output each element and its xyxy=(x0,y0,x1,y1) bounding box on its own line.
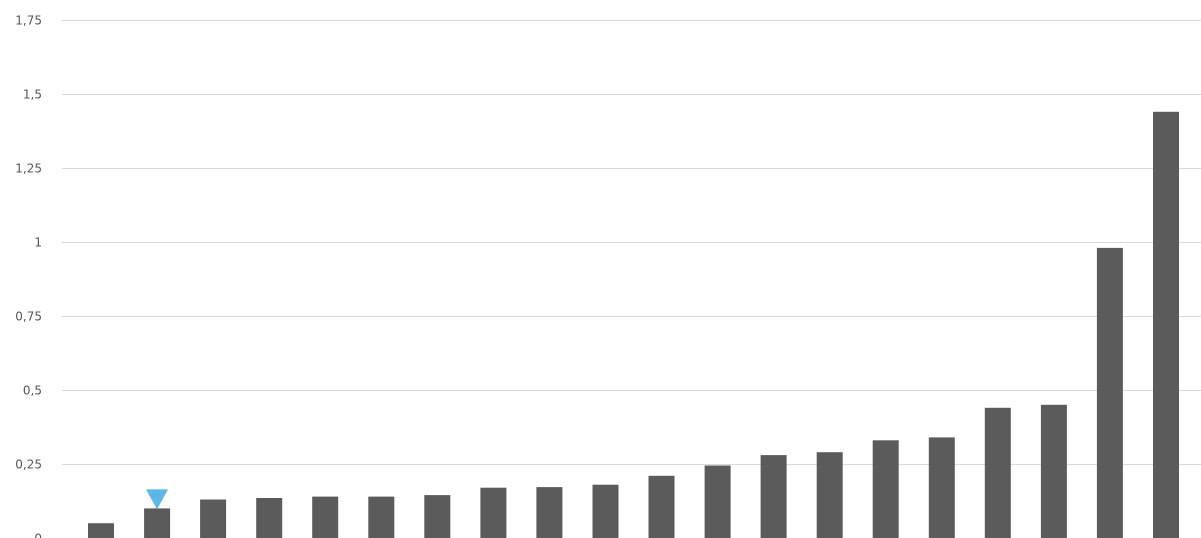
highlight-marker-icon xyxy=(146,489,169,510)
bar[interactable] xyxy=(480,487,507,538)
y-tick-label: 0,5 xyxy=(23,384,42,398)
bar[interactable] xyxy=(816,452,843,538)
bar[interactable] xyxy=(760,455,787,538)
y-tick-label: 1,25 xyxy=(15,162,42,176)
bar[interactable] xyxy=(256,498,283,538)
bar[interactable] xyxy=(1040,404,1067,538)
bar[interactable] xyxy=(200,499,227,538)
bar[interactable] xyxy=(648,475,675,538)
bar[interactable] xyxy=(312,496,339,538)
bar[interactable] xyxy=(592,484,619,538)
bars xyxy=(88,111,1179,538)
bar[interactable] xyxy=(88,523,114,538)
bar[interactable] xyxy=(368,496,395,538)
bar[interactable] xyxy=(536,487,563,538)
bar[interactable] xyxy=(1096,247,1123,538)
highlight-markers xyxy=(146,489,169,510)
y-tick-label: 1 xyxy=(34,236,42,250)
y-tick-label: 0 xyxy=(34,532,42,538)
y-tick-label: 1,5 xyxy=(23,88,42,102)
bar[interactable] xyxy=(928,437,955,538)
y-tick-label: 0,25 xyxy=(15,458,42,472)
bar[interactable] xyxy=(424,495,451,538)
bar[interactable] xyxy=(704,465,731,538)
bar[interactable] xyxy=(872,440,899,538)
y-tick-label: 1,75 xyxy=(15,14,42,28)
bar[interactable] xyxy=(144,508,171,538)
y-axis-tick-labels: 0 0,25 0,5 0,75 1 1,25 1,5 1,75 xyxy=(15,14,42,538)
bar[interactable] xyxy=(1153,111,1179,538)
y-tick-label: 0,75 xyxy=(15,310,42,324)
gridlines xyxy=(62,20,1201,465)
bar[interactable] xyxy=(984,407,1011,538)
